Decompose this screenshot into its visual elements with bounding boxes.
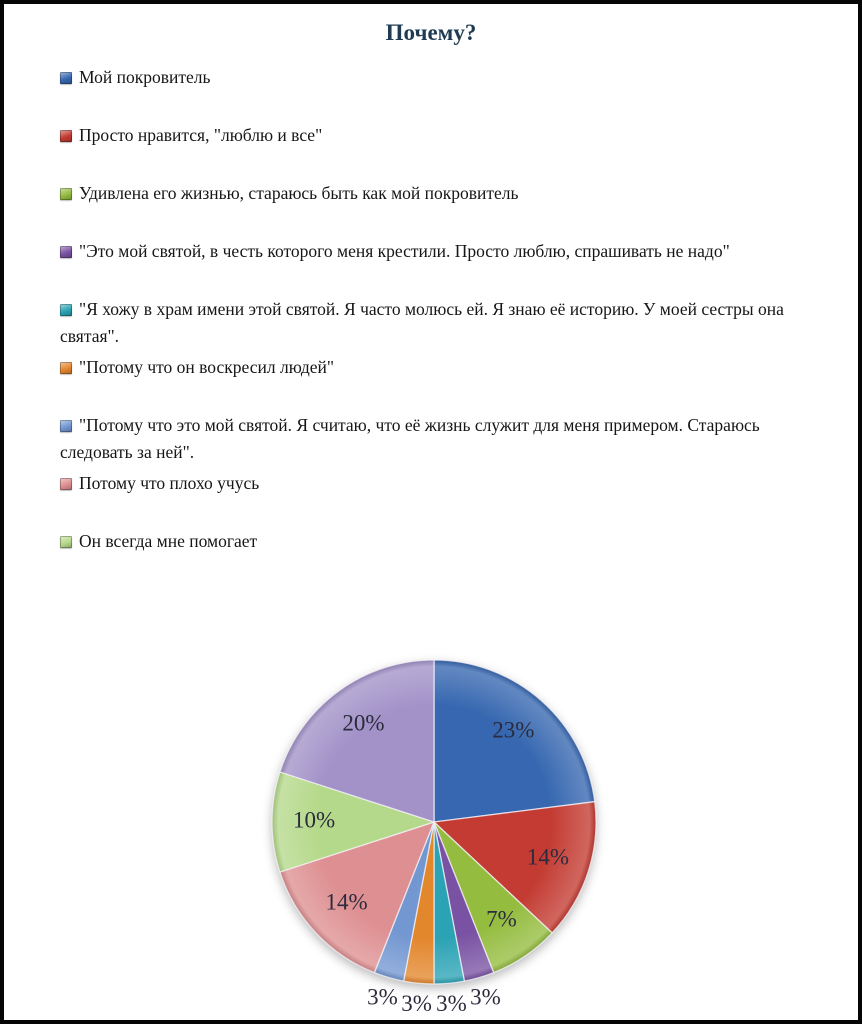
pie-slice-label: 3% xyxy=(367,985,398,1010)
legend-color-swatch xyxy=(60,536,72,548)
legend-item: "Потому что он воскресил людей" xyxy=(60,354,820,412)
legend-item: Удивлена его жизнью, стараюсь быть как м… xyxy=(60,180,820,238)
legend-item-label: "Это мой святой, в честь которого меня к… xyxy=(79,241,730,261)
pie-slice xyxy=(279,659,435,823)
legend-item-label: "Я хожу в храм имени этой святой. Я част… xyxy=(60,299,789,346)
legend-color-swatch xyxy=(60,304,72,316)
legend-item-label: "Потому что это мой святой. Я считаю, чт… xyxy=(60,415,765,462)
pie-chart-svg: 23%14%7%3%3%3%3%14%10%20% xyxy=(271,659,597,1016)
legend-item: Он всегда мне помогает xyxy=(60,528,820,586)
pie-chart: 23% 14% 7% 3% 3% 3% 3% 14% 10% 20% xyxy=(232,630,636,1020)
legend-item: "Я хожу в храм имени этой святой. Я част… xyxy=(60,296,820,354)
pie-slice-label: 3% xyxy=(470,985,501,1010)
legend-color-swatch xyxy=(60,72,72,84)
legend-item: Потому что плохо учусь xyxy=(60,470,820,528)
legend-color-swatch xyxy=(60,478,72,490)
chart-title: Почему? xyxy=(385,20,477,45)
pie-slice xyxy=(433,659,596,823)
pie-slice-label: 3% xyxy=(436,991,467,1016)
pie-slice-label: 3% xyxy=(401,991,432,1016)
legend: Мой покровитель Просто нравится, "люблю и… xyxy=(60,64,820,586)
legend-item: "Это мой святой, в честь которого меня к… xyxy=(60,238,820,296)
legend-item-label: "Потому что он воскресил людей" xyxy=(79,357,335,377)
pie-slice-label: 10% xyxy=(293,807,335,832)
legend-item-label: Потому что плохо учусь xyxy=(79,473,260,493)
legend-item-label: Просто нравится, "люблю и все" xyxy=(79,125,323,145)
pie-slice-label: 7% xyxy=(486,906,517,931)
pie-slice-label: 14% xyxy=(326,889,368,914)
legend-item-label: Мой покровитель xyxy=(79,67,211,87)
legend-color-swatch xyxy=(60,362,72,374)
pie-slice xyxy=(271,771,435,873)
pie-slice-label: 23% xyxy=(492,717,534,742)
legend-item: Мой покровитель xyxy=(60,64,820,122)
legend-color-swatch xyxy=(60,246,72,258)
legend-item-label: Он всегда мне помогает xyxy=(79,531,258,551)
pie-slice-label: 20% xyxy=(342,710,384,735)
legend-color-swatch xyxy=(60,188,72,200)
legend-item: "Потому что это мой святой. Я считаю, чт… xyxy=(60,412,820,470)
pie-slice xyxy=(433,801,597,934)
pie-slice-label: 14% xyxy=(527,844,569,869)
legend-item: Просто нравится, "люблю и все" xyxy=(60,122,820,180)
legend-color-swatch xyxy=(60,420,72,432)
legend-item-label: Удивлена его жизнью, стараюсь быть как м… xyxy=(79,183,519,203)
legend-color-swatch xyxy=(60,130,72,142)
